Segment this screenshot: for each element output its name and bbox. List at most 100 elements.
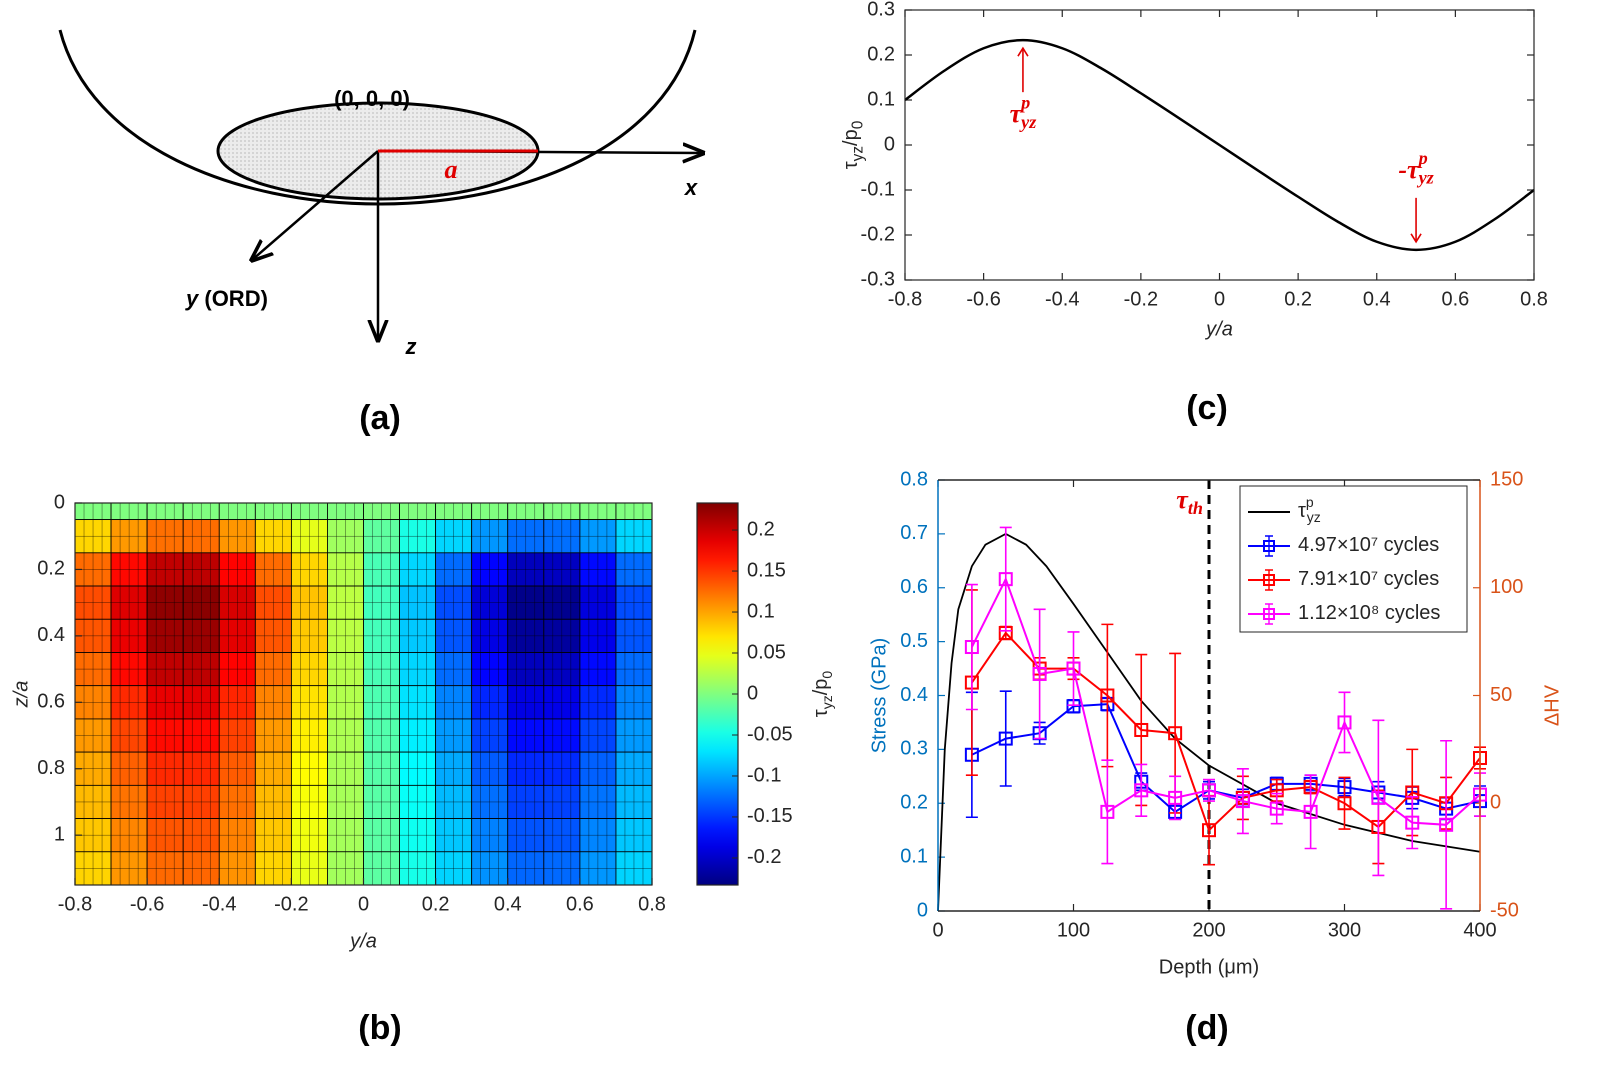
marker: [1134, 783, 1149, 798]
annotation-text: τp yz: [1010, 93, 1037, 133]
threshold-label-part: τ: [1176, 485, 1189, 514]
y-axis-label: z/a: [10, 681, 32, 709]
error-bar: [1304, 774, 1317, 850]
x-tick-label: 0: [358, 893, 369, 915]
annotation-text-part: p: [1417, 148, 1428, 168]
legend-label-part: τ: [1298, 500, 1306, 522]
y-tick-label: 0.8: [37, 757, 65, 779]
error-bar: [1270, 792, 1283, 825]
colorbar-label-part: 0: [819, 671, 835, 679]
y-axis-arrow: [252, 150, 379, 260]
error-bar: [1440, 739, 1453, 910]
panel-label: (a): [359, 399, 401, 437]
threshold-label-part: th: [1188, 498, 1203, 518]
axes-box: [904, 9, 1535, 281]
legend-box: [1239, 485, 1468, 633]
marker: [998, 572, 1013, 587]
legend-swatch: [1265, 535, 1273, 557]
legend-label: τp yz: [1298, 494, 1321, 525]
legend-label-part: 7.91×10⁷ cycles: [1298, 568, 1439, 590]
x-tick-label: -0.4: [202, 893, 236, 915]
x-tick-label: 100: [1057, 919, 1090, 941]
legend-label: 7.91×10⁷ cycles: [1298, 568, 1439, 590]
z-label: z: [405, 334, 417, 359]
x-tick-label: 0.8: [1520, 288, 1548, 310]
y2-axis-label: ΔHV: [1541, 684, 1563, 726]
y-tick-label: 0.4: [37, 624, 65, 646]
colorbar-tick-label: 0.15: [747, 559, 786, 581]
curve: [937, 532, 1481, 912]
legend-label: 4.97×10⁷ cycles: [1298, 534, 1439, 556]
y-tick-label: 0: [917, 899, 928, 921]
x-tick-label: -0.6: [966, 288, 1000, 310]
marker: [1066, 661, 1081, 676]
error-bar: [1169, 775, 1182, 821]
marker: [1371, 790, 1386, 805]
annotation-text-part: p: [1019, 93, 1030, 113]
annotation-text-part: -τ: [1398, 155, 1420, 184]
marker: [1303, 804, 1318, 819]
y-tick-label: 50: [1490, 684, 1512, 706]
x-tick-label: -0.4: [1045, 288, 1079, 310]
curve: [904, 38, 1535, 252]
y-tick-label: 0: [1490, 792, 1501, 814]
colorbar-label-part: yz: [819, 695, 835, 709]
annotation-text-part: τ: [1010, 99, 1023, 128]
x-tick-label: 0.4: [494, 893, 522, 915]
y-tick-label: 1: [54, 823, 65, 845]
y-tick-label: 0.2: [37, 558, 65, 580]
x-axis-label: Depth (μm): [1159, 956, 1259, 978]
x-axis-label: y/a: [1204, 318, 1233, 340]
marker: [1235, 794, 1250, 809]
legend-label-part: p: [1306, 494, 1314, 510]
x-tick-label: -0.2: [1124, 288, 1158, 310]
sphere-arc: [58, 29, 697, 206]
legend-label: 1.12×10⁸ cycles: [1298, 602, 1440, 624]
y-tick-label: 0.1: [900, 845, 928, 867]
marker: [1168, 726, 1183, 741]
y-tick-label: 0.7: [900, 522, 928, 544]
x-axis-label: y/a: [348, 930, 377, 952]
error-bar: [1067, 631, 1080, 706]
annotation-arrowhead: [1017, 46, 1029, 57]
panel-label: (c): [1186, 389, 1228, 427]
error-bar: [1101, 759, 1114, 865]
x-tick-label: 0: [1214, 288, 1225, 310]
y-label-letter: y: [185, 286, 200, 311]
y-tick-label: 0.6: [37, 691, 65, 713]
marker: [1405, 815, 1420, 830]
y-tick-label: 0: [884, 133, 895, 155]
colorbar: [696, 502, 739, 886]
y-tick-label: 0.4: [900, 684, 928, 706]
series-line: [970, 576, 1481, 826]
y-axis-label: τyz/p0: [840, 121, 866, 170]
marker: [964, 640, 979, 655]
marker: [1168, 790, 1183, 805]
y-axis-label-part: 0: [850, 121, 867, 130]
x-tick-label: 0.6: [566, 893, 594, 915]
colorbar-tick-label: -0.05: [747, 723, 793, 745]
legend-label-part: yz: [1307, 509, 1321, 525]
y-tick-label: 0.3: [867, 0, 895, 20]
y-tick-label: 100: [1490, 576, 1523, 598]
legend-swatch: [1265, 603, 1273, 625]
legend-swatch: [1263, 608, 1275, 620]
y-axis-label: Stress (GPa): [868, 638, 890, 754]
legend-label-part: 4.97×10⁷ cycles: [1298, 534, 1439, 556]
colorbar-tick-label: 0.05: [747, 641, 786, 663]
legend-swatch: [1263, 574, 1275, 586]
error-bar: [999, 526, 1012, 632]
y-tick-label: 0.6: [900, 576, 928, 598]
series-line: [971, 703, 1481, 814]
colorbar-label: τyz/p0: [810, 671, 834, 718]
x-tick-label: 0.4: [1363, 288, 1391, 310]
error-bar: [1338, 776, 1351, 830]
y-axis-label-part: yz: [850, 146, 867, 161]
y-tick-label: -50: [1490, 899, 1519, 921]
marker: [1100, 804, 1115, 819]
annotation-text: -τp yz: [1398, 148, 1433, 188]
x-tick-label: 0.2: [422, 893, 450, 915]
error-bar: [1406, 795, 1419, 850]
error-bar: [1203, 778, 1215, 802]
